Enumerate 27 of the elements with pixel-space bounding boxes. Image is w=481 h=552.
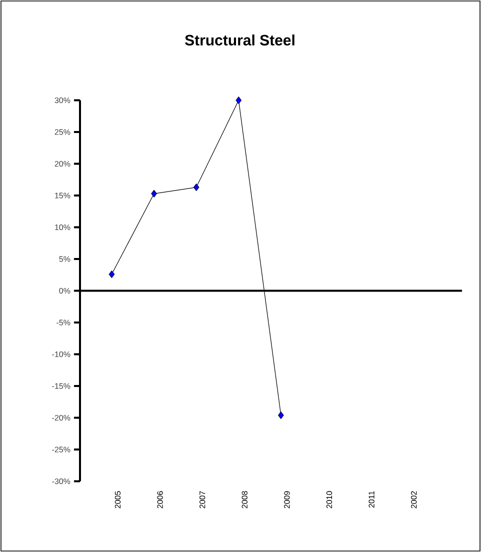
point xyxy=(193,183,200,192)
y-tick-label: 10% xyxy=(55,224,70,230)
x-tick-label: 2005 xyxy=(114,491,121,508)
point xyxy=(278,411,284,420)
y-tick-label: -20% xyxy=(52,414,70,421)
x-tick-label: 2006 xyxy=(157,491,163,508)
x-tick-label: 2007 xyxy=(200,491,206,508)
y-tick-label: -30% xyxy=(52,478,70,484)
y-tick-label: -15% xyxy=(52,383,70,389)
y-tick-label: 15% xyxy=(55,192,70,198)
x-tick-label: 2009 xyxy=(284,491,290,508)
y-tick-label: 20% xyxy=(54,160,70,167)
x-tick-label: 2008 xyxy=(242,491,248,508)
chart-title: Structural Steel xyxy=(185,34,294,46)
point xyxy=(108,270,115,278)
y-tick-label: 30% xyxy=(54,97,70,104)
y-tick-label: -10% xyxy=(52,351,70,358)
x-tick-label: 2011 xyxy=(368,491,374,508)
x-tick-label: 2010 xyxy=(326,491,332,508)
point xyxy=(236,96,242,104)
y-tick-label: 25% xyxy=(54,129,70,135)
point xyxy=(151,190,157,198)
y-tick-label: -5% xyxy=(56,320,70,326)
y-tick-label: 0% xyxy=(59,288,70,294)
x-tick-label: 2002 xyxy=(411,491,417,508)
y-tick-label: 5% xyxy=(59,256,70,262)
y-tick-label: -25% xyxy=(52,446,70,452)
